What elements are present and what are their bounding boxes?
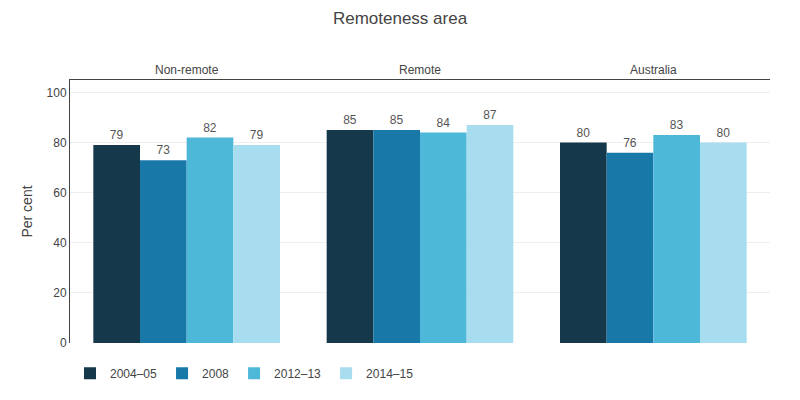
svg-text:20: 20 <box>53 286 67 300</box>
svg-text:84: 84 <box>436 116 450 130</box>
svg-text:2012–13: 2012–13 <box>274 367 321 381</box>
svg-text:79: 79 <box>250 128 264 142</box>
svg-text:80: 80 <box>576 126 590 140</box>
svg-text:2008: 2008 <box>202 367 229 381</box>
svg-text:85: 85 <box>343 113 357 127</box>
svg-text:87: 87 <box>483 108 497 122</box>
svg-text:0: 0 <box>60 336 67 350</box>
svg-text:76: 76 <box>623 136 637 150</box>
svg-text:Per cent: Per cent <box>19 185 35 237</box>
svg-text:Remote: Remote <box>399 63 441 77</box>
svg-text:80: 80 <box>716 126 730 140</box>
svg-text:79: 79 <box>110 128 124 142</box>
svg-text:2014–15: 2014–15 <box>366 367 413 381</box>
svg-text:85: 85 <box>390 113 404 127</box>
svg-text:40: 40 <box>53 236 67 250</box>
svg-text:2004–05: 2004–05 <box>110 367 157 381</box>
svg-text:82: 82 <box>203 121 217 135</box>
svg-text:Non-remote: Non-remote <box>155 63 219 77</box>
svg-text:Remoteness area: Remoteness area <box>333 9 468 28</box>
svg-text:73: 73 <box>156 143 170 157</box>
svg-text:83: 83 <box>670 118 684 132</box>
svg-text:100: 100 <box>47 86 67 100</box>
svg-text:Australia: Australia <box>630 63 677 77</box>
svg-text:60: 60 <box>53 186 67 200</box>
svg-text:80: 80 <box>53 136 67 150</box>
